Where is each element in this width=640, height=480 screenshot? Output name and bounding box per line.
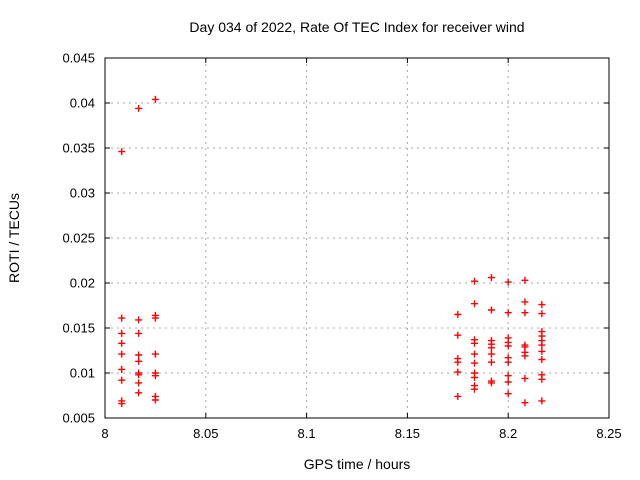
- x-tick-label: 8.1: [298, 426, 316, 441]
- data-point-marker: [487, 274, 495, 282]
- data-point-marker: [504, 342, 512, 350]
- data-point-marker: [135, 329, 143, 337]
- data-point-marker: [118, 329, 126, 337]
- data-point-marker: [487, 379, 495, 387]
- data-point-marker: [454, 311, 462, 318]
- data-point-marker: [118, 400, 126, 408]
- x-tick-label: 8: [101, 426, 108, 441]
- data-point-marker: [504, 378, 512, 386]
- data-point-marker: [135, 104, 143, 112]
- data-point-marker: [135, 351, 143, 359]
- data-point-marker: [521, 352, 529, 360]
- data-point-marker: [521, 276, 529, 284]
- data-point-marker: [151, 396, 159, 404]
- data-point-marker: [504, 358, 512, 366]
- data-point-marker: [118, 314, 126, 322]
- y-tick-label: 0.035: [62, 141, 95, 156]
- data-point-marker: [504, 309, 512, 317]
- data-point-marker: [471, 300, 479, 308]
- x-tick-label: 8.15: [395, 426, 420, 441]
- data-point-marker: [118, 350, 126, 358]
- data-point-marker: [454, 358, 462, 366]
- data-point-marker: [504, 278, 512, 286]
- data-point-marker: [471, 339, 479, 347]
- data-point-marker: [521, 399, 529, 407]
- data-point-marker: [118, 365, 126, 373]
- data-point-marker: [135, 379, 143, 387]
- y-tick-label: 0.005: [62, 411, 95, 426]
- data-point-marker: [118, 148, 126, 156]
- data-point-marker: [135, 371, 143, 379]
- data-point-marker: [454, 331, 462, 339]
- data-point-marker: [487, 358, 495, 366]
- x-axis-label: GPS time / hours: [303, 456, 411, 472]
- data-point-marker: [151, 314, 159, 322]
- data-point-marker: [454, 368, 462, 376]
- data-point-marker: [487, 344, 495, 352]
- data-point-marker: [538, 397, 546, 405]
- chart-title: Day 034 of 2022, Rate Of TEC Index for r…: [189, 19, 525, 35]
- data-point-marker: [471, 385, 479, 393]
- data-point-marker: [135, 357, 143, 365]
- x-tick-label: 8.2: [499, 426, 517, 441]
- data-point-marker: [487, 306, 495, 314]
- y-tick-label: 0.045: [62, 51, 95, 66]
- data-point-marker: [135, 389, 143, 397]
- y-tick-label: 0.02: [70, 276, 95, 291]
- data-point-marker: [151, 95, 159, 103]
- data-point-marker: [151, 350, 159, 358]
- data-point-marker: [521, 298, 529, 306]
- x-tick-label: 8.05: [193, 426, 218, 441]
- data-point-marker: [471, 359, 479, 367]
- data-point-marker: [487, 350, 495, 358]
- y-tick-label: 0.01: [70, 366, 95, 381]
- data-point-marker: [471, 374, 479, 381]
- data-point-marker: [538, 347, 546, 355]
- data-point-marker: [504, 390, 512, 398]
- y-tick-label: 0.04: [70, 96, 95, 111]
- data-point-marker: [538, 356, 546, 363]
- y-tick-label: 0.025: [62, 231, 95, 246]
- data-point-marker: [151, 372, 159, 380]
- data-point-marker: [471, 277, 479, 285]
- data-point-marker: [538, 375, 546, 383]
- data-point-marker: [521, 309, 529, 317]
- y-tick-label: 0.015: [62, 321, 95, 336]
- data-point-marker: [538, 301, 546, 309]
- data-point-marker: [538, 341, 546, 349]
- data-point-marker: [471, 350, 479, 358]
- y-tick-label: 0.03: [70, 186, 95, 201]
- data-point-marker: [118, 376, 126, 384]
- data-point-marker: [538, 310, 546, 318]
- data-point-marker: [521, 374, 529, 382]
- x-tick-label: 8.25: [596, 426, 621, 441]
- data-point-marker: [504, 372, 512, 380]
- data-point-marker: [135, 316, 143, 324]
- data-point-marker: [118, 339, 126, 347]
- data-point-marker: [454, 392, 462, 400]
